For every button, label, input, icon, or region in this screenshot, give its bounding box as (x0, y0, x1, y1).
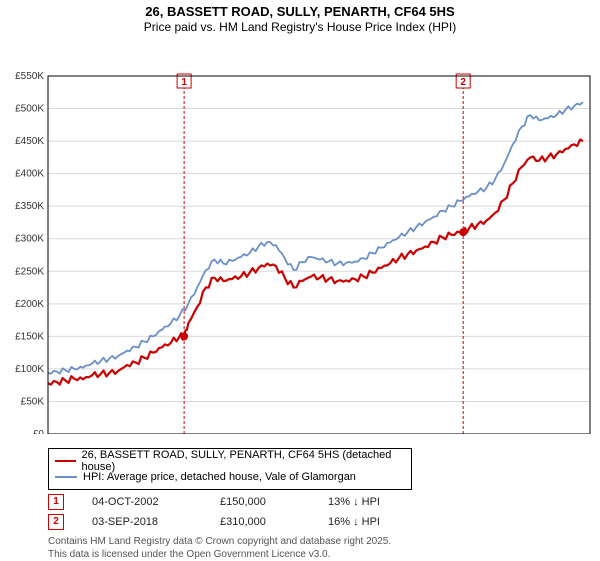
chart-container: 26, BASSETT ROAD, SULLY, PENARTH, CF64 5… (0, 0, 600, 560)
legend-label: 26, BASSETT ROAD, SULLY, PENARTH, CF64 5… (82, 449, 405, 473)
sale-price: £150,000 (220, 496, 300, 508)
svg-text:£400K: £400K (15, 169, 44, 180)
svg-text:£0: £0 (33, 429, 45, 434)
legend-item: HPI: Average price, detached house, Vale… (55, 469, 405, 485)
legend-swatch (55, 476, 77, 478)
sale-marker-icon: 1 (48, 494, 64, 510)
legend: 26, BASSETT ROAD, SULLY, PENARTH, CF64 5… (48, 448, 412, 490)
svg-text:£150K: £150K (15, 331, 44, 342)
svg-text:£250K: £250K (15, 266, 44, 277)
title-line2: Price paid vs. HM Land Registry's House … (0, 20, 600, 34)
legend-swatch (55, 460, 76, 462)
sale-price: £310,000 (220, 516, 300, 528)
legend-label: HPI: Average price, detached house, Vale… (83, 471, 356, 483)
sale-hpi: 16% ↓ HPI (328, 516, 418, 528)
sale-marker-icon: 2 (48, 514, 64, 530)
sale-hpi: 13% ↓ HPI (328, 496, 418, 508)
sale-date: 03-SEP-2018 (92, 516, 192, 528)
sale-row: 2 03-SEP-2018 £310,000 16% ↓ HPI (48, 514, 418, 530)
svg-text:£300K: £300K (15, 234, 44, 245)
svg-text:£200K: £200K (15, 299, 44, 310)
svg-text:£100K: £100K (15, 364, 44, 375)
title-line1: 26, BASSETT ROAD, SULLY, PENARTH, CF64 5… (0, 4, 600, 19)
svg-text:2: 2 (460, 77, 466, 88)
footer-line1: Contains HM Land Registry data © Crown c… (48, 535, 391, 548)
legend-item: 26, BASSETT ROAD, SULLY, PENARTH, CF64 5… (55, 453, 405, 469)
sale-date: 04-OCT-2002 (92, 496, 192, 508)
price-chart: £0 £50K £100K £150K £200K £250K £300K £350K £400… (0, 34, 600, 434)
footer: Contains HM Land Registry data © Crown c… (48, 535, 391, 561)
sale-row: 1 04-OCT-2002 £150,000 13% ↓ HPI (48, 494, 418, 510)
footer-line2: This data is licensed under the Open Gov… (48, 548, 391, 561)
svg-text:£450K: £450K (15, 136, 44, 147)
svg-text:£350K: £350K (15, 201, 44, 212)
svg-text:£500K: £500K (15, 104, 44, 115)
svg-text:£550K: £550K (15, 71, 44, 82)
svg-text:£50K: £50K (21, 396, 45, 407)
svg-text:1: 1 (181, 77, 187, 88)
titles: 26, BASSETT ROAD, SULLY, PENARTH, CF64 5… (0, 0, 600, 34)
